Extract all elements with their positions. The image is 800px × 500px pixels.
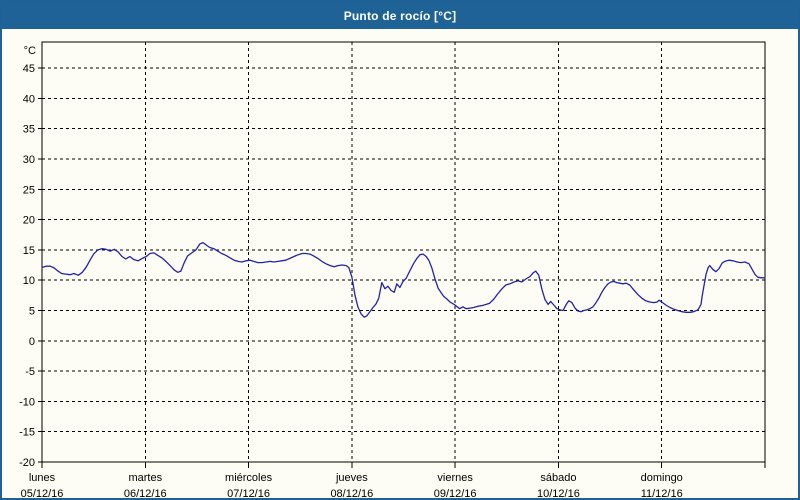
dewpoint-chart: 45 40 35 30 25 20 15 10 5 0 -5 -10 -15 -20 °C lunes 05/1…	[19, 41, 766, 498]
y-tick-label: 40	[23, 93, 35, 105]
x-date-label: 09/12/16	[434, 488, 477, 498]
y-tick-label: 10	[23, 275, 35, 287]
x-day-label: lunes	[29, 472, 56, 484]
y-tick-label: -10	[19, 396, 35, 408]
y-tick-label: 35	[23, 124, 35, 136]
x-day-label: sábado	[540, 472, 576, 484]
x-date-label: 06/12/16	[124, 488, 167, 498]
x-date-label: 08/12/16	[330, 488, 373, 498]
y-tick-label: -15	[19, 427, 35, 439]
chart-area: 45 40 35 30 25 20 15 10 5 0 -5 -10 -15 -20 °C lunes 05/1…	[2, 29, 798, 498]
y-tick-label: 15	[23, 245, 35, 257]
x-day-label: viernes	[437, 472, 473, 484]
x-day-label: martes	[128, 472, 162, 484]
y-tick-label: 25	[23, 184, 35, 196]
y-tick-label: -20	[19, 457, 35, 469]
x-day-label: jueves	[335, 472, 368, 484]
x-date-label: 11/12/16	[641, 488, 683, 498]
x-day-label: miércoles	[225, 472, 273, 484]
x-day-label: domingo	[641, 472, 683, 484]
x-date-label: 10/12/16	[537, 488, 580, 498]
chart-title: Punto de rocío [°C]	[343, 8, 457, 23]
x-date-label: 07/12/16	[227, 488, 270, 498]
y-axis-unit-label: °C	[24, 45, 36, 57]
y-tick-label: 20	[23, 215, 35, 227]
y-tick-label: -5	[25, 366, 35, 378]
plot-frame	[41, 41, 766, 463]
x-date-label: 05/12/16	[21, 488, 64, 498]
y-tick-label: 30	[23, 154, 35, 166]
dewpoint-line	[41, 241, 766, 318]
y-tick-label: 0	[29, 336, 35, 348]
y-tick-label: 45	[23, 63, 35, 75]
chart-title-bar: Punto de rocío [°C]	[2, 2, 798, 29]
y-tick-label: 5	[29, 305, 35, 317]
